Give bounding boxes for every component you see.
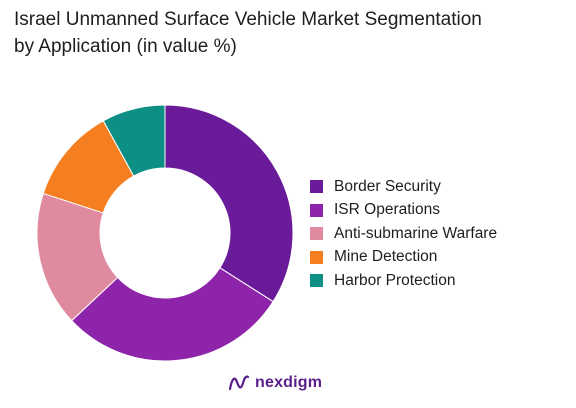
nexdigm-logo-icon xyxy=(228,375,250,391)
legend-label-harbor-protection: Harbor Protection xyxy=(334,271,456,289)
nexdigm-logo: nexdigm xyxy=(228,374,322,392)
chart-title-line-1: Israel Unmanned Surface Vehicle Market S… xyxy=(14,9,482,30)
legend-swatch-isr-operations xyxy=(310,203,323,217)
chart-legend: Border Security ISR Operations Anti-subm… xyxy=(310,175,497,293)
logo-text: nexdigm xyxy=(255,374,323,391)
legend-item-harbor-protection: Harbor Protection xyxy=(310,269,497,293)
legend-swatch-mine-detection xyxy=(310,250,323,264)
donut-slice-border-security xyxy=(164,104,294,303)
legend-label-border-security: Border Security xyxy=(334,177,441,195)
legend-label-anti-submarine-warfare: Anti-submarine Warfare xyxy=(334,224,498,242)
donut-slice-isr-operations xyxy=(70,267,274,362)
donut-slice-harbor-protection xyxy=(102,104,166,177)
legend-swatch-anti-submarine-warfare xyxy=(310,227,323,241)
legend-label-mine-detection: Mine Detection xyxy=(334,248,438,266)
chart-title-line-2: by Application (in value %) xyxy=(14,36,237,57)
legend-label-isr-operations: ISR Operations xyxy=(334,201,440,219)
legend-item-mine-detection: Mine Detection xyxy=(310,246,497,270)
legend-swatch-harbor-protection xyxy=(310,274,323,288)
legend-swatch-border-security xyxy=(310,180,323,194)
legend-item-isr-operations: ISR Operations xyxy=(310,199,497,223)
legend-item-border-security: Border Security xyxy=(310,175,497,199)
legend-item-anti-submarine-warfare: Anti-submarine Warfare xyxy=(310,222,497,246)
chart-title: Israel Unmanned Surface Vehicle Market S… xyxy=(14,6,566,60)
